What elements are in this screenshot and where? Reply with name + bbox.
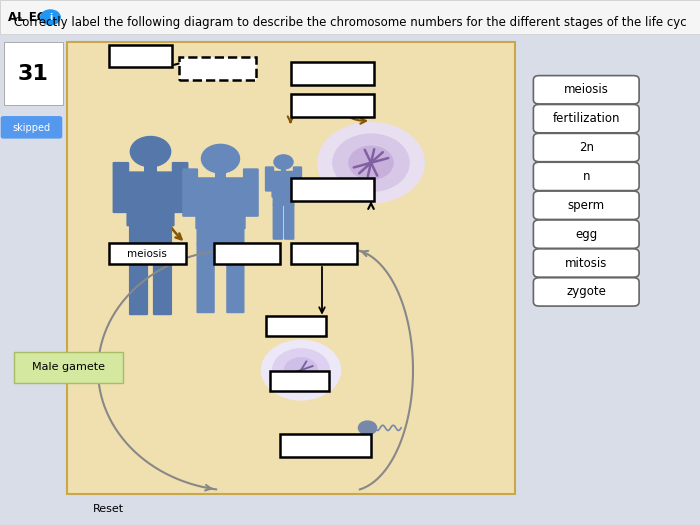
Text: 31: 31 — [18, 64, 48, 83]
Circle shape — [130, 136, 171, 167]
FancyBboxPatch shape — [265, 166, 274, 192]
Circle shape — [284, 358, 318, 383]
Text: zygote: zygote — [566, 286, 606, 298]
FancyBboxPatch shape — [243, 169, 259, 217]
Text: i: i — [49, 13, 52, 22]
Circle shape — [318, 123, 424, 202]
Circle shape — [358, 421, 377, 435]
FancyBboxPatch shape — [533, 191, 639, 219]
FancyBboxPatch shape — [197, 243, 215, 313]
FancyBboxPatch shape — [172, 162, 188, 213]
FancyBboxPatch shape — [533, 76, 639, 104]
FancyBboxPatch shape — [127, 171, 174, 226]
Text: Reset: Reset — [93, 504, 124, 514]
Text: meiosis: meiosis — [564, 83, 609, 96]
Bar — [14, 352, 122, 383]
Bar — [108, 45, 172, 67]
Bar — [214, 162, 227, 180]
FancyBboxPatch shape — [129, 242, 148, 315]
FancyBboxPatch shape — [293, 166, 302, 192]
FancyBboxPatch shape — [533, 104, 639, 133]
FancyBboxPatch shape — [272, 171, 295, 198]
Bar — [290, 243, 357, 264]
Text: sperm: sperm — [568, 199, 605, 212]
FancyBboxPatch shape — [533, 278, 639, 306]
FancyBboxPatch shape — [226, 243, 244, 313]
FancyBboxPatch shape — [182, 169, 198, 217]
Bar — [280, 434, 371, 457]
Bar — [108, 243, 186, 264]
FancyBboxPatch shape — [129, 223, 172, 244]
FancyBboxPatch shape — [1, 116, 62, 139]
Bar — [270, 371, 329, 391]
FancyBboxPatch shape — [533, 249, 639, 277]
Text: mitosis: mitosis — [565, 257, 608, 269]
FancyBboxPatch shape — [284, 204, 295, 240]
Bar — [144, 155, 157, 174]
FancyBboxPatch shape — [272, 204, 283, 240]
FancyBboxPatch shape — [195, 177, 246, 229]
Text: fertilization: fertilization — [552, 112, 620, 125]
Text: skipped: skipped — [13, 122, 50, 133]
Circle shape — [274, 155, 293, 169]
FancyBboxPatch shape — [533, 220, 639, 248]
Bar — [290, 62, 375, 85]
Circle shape — [41, 10, 60, 25]
Circle shape — [333, 134, 409, 191]
Bar — [290, 178, 375, 201]
Bar — [0, 0, 700, 34]
Text: Correctly label the following diagram to describe the chromosome numbers for the: Correctly label the following diagram to… — [14, 16, 686, 29]
FancyBboxPatch shape — [533, 133, 639, 162]
FancyBboxPatch shape — [272, 195, 295, 206]
Bar — [178, 57, 256, 80]
Bar — [281, 164, 286, 173]
Text: 2n: 2n — [579, 141, 594, 154]
Bar — [66, 42, 514, 494]
Circle shape — [273, 349, 329, 391]
FancyBboxPatch shape — [533, 162, 639, 191]
Text: AL EG1: AL EG1 — [8, 11, 55, 24]
Bar — [4, 42, 63, 105]
FancyBboxPatch shape — [153, 242, 172, 315]
Bar — [266, 316, 326, 336]
Circle shape — [202, 144, 239, 173]
Bar — [214, 243, 280, 264]
Text: meiosis: meiosis — [127, 248, 167, 259]
Text: egg: egg — [575, 228, 597, 240]
Text: Male gamete: Male gamete — [32, 362, 105, 373]
Text: n: n — [582, 170, 590, 183]
FancyBboxPatch shape — [197, 225, 244, 245]
Bar — [290, 94, 375, 117]
Circle shape — [262, 341, 340, 400]
FancyBboxPatch shape — [113, 162, 130, 213]
Circle shape — [349, 146, 393, 180]
